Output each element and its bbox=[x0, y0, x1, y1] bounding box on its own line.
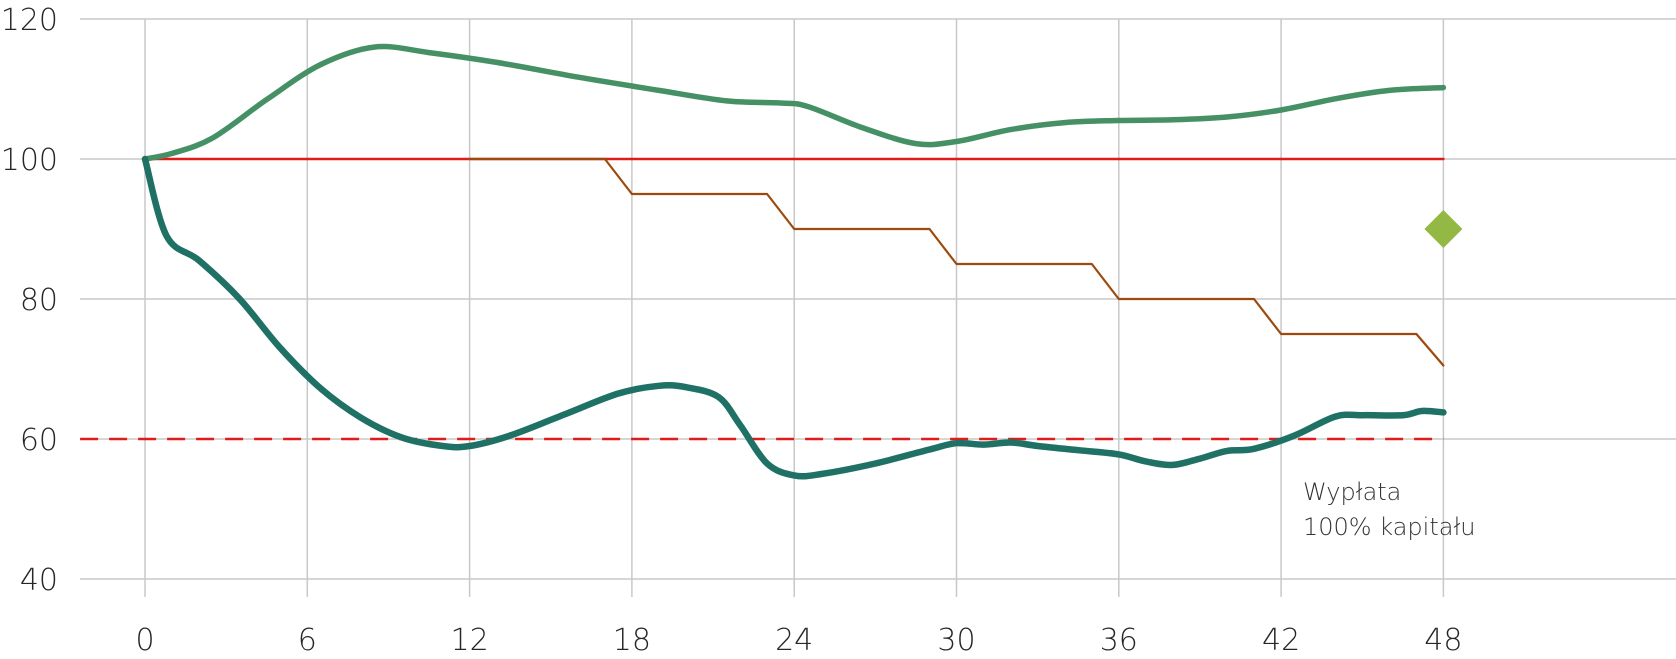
grid bbox=[80, 18, 1676, 597]
y-tick-label: 80 bbox=[20, 283, 58, 318]
x-tick-label: 12 bbox=[451, 623, 489, 658]
diamond-marker bbox=[1424, 210, 1463, 248]
y-tick-label: 60 bbox=[20, 423, 58, 458]
series-line-lower bbox=[141, 155, 1447, 480]
series-line-step bbox=[468, 157, 1445, 367]
tick-labels: 40 60 80 100 120 0 6 12 18 24 30 36 42 48 bbox=[1, 3, 1463, 658]
x-tick-label: 30 bbox=[937, 623, 975, 658]
series-layer bbox=[80, 43, 1463, 480]
annotation-line-1: Wypłata bbox=[1303, 478, 1401, 506]
x-tick-label: 18 bbox=[613, 623, 651, 658]
y-tick-label: 120 bbox=[1, 3, 58, 38]
x-tick-label: 24 bbox=[775, 623, 813, 658]
x-tick-label: 36 bbox=[1100, 623, 1138, 658]
x-tick-label: 0 bbox=[135, 623, 154, 658]
x-tick-label: 6 bbox=[298, 623, 317, 658]
x-tick-label: 48 bbox=[1424, 623, 1462, 658]
series-line-upper bbox=[142, 43, 1447, 162]
y-tick-label: 100 bbox=[1, 143, 58, 178]
x-tick-label: 42 bbox=[1262, 623, 1300, 658]
y-tick-label: 40 bbox=[20, 563, 58, 598]
annotation-line-2: 100% kapitału bbox=[1303, 513, 1475, 541]
